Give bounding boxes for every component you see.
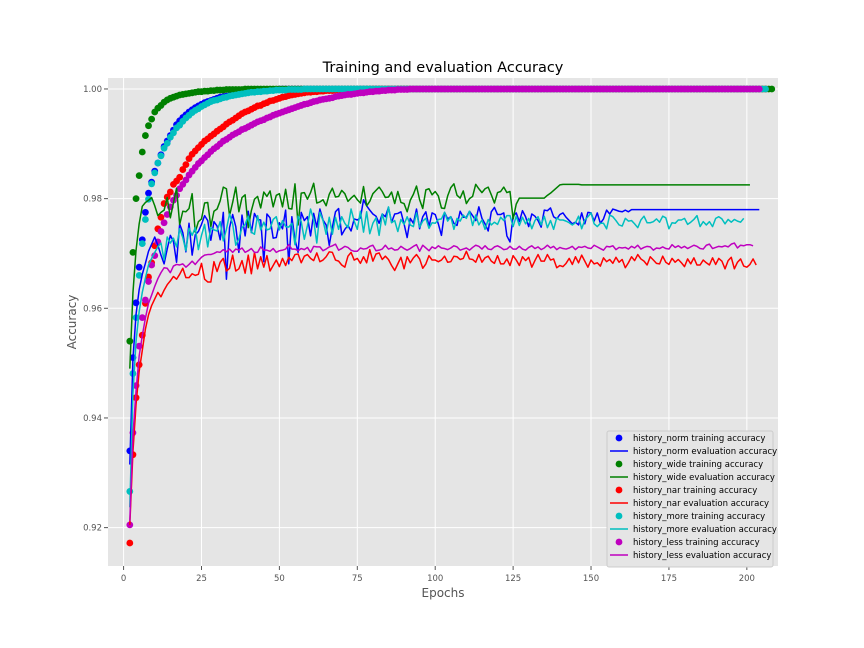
- y-tick-label: 1.00: [83, 85, 102, 95]
- evaluation-line: [129, 182, 750, 369]
- training-point: [170, 129, 177, 137]
- training-point: [154, 159, 162, 167]
- training-point: [135, 271, 143, 279]
- legend-label: history_nar evaluation accuracy: [633, 499, 769, 509]
- x-tick-label: 100: [427, 574, 443, 584]
- training-point: [762, 85, 769, 93]
- training-point: [160, 219, 168, 227]
- y-tick-label: 0.92: [83, 524, 102, 534]
- training-point: [132, 195, 140, 203]
- legend: history_norm training accuracy history_no…: [606, 430, 777, 568]
- legend-marker: [615, 460, 623, 468]
- x-tick-label: 75: [352, 574, 363, 584]
- training-point: [145, 278, 152, 285]
- evaluation-line: [129, 242, 754, 522]
- legend-label: history_more training accuracy: [633, 512, 765, 522]
- training-point: [163, 139, 171, 147]
- x-tick-label: 200: [739, 574, 755, 584]
- training-point: [126, 337, 134, 345]
- legend-label: history_less training accuracy: [633, 538, 760, 548]
- legend-marker: [615, 434, 623, 442]
- training-point: [151, 169, 159, 177]
- training-point: [157, 152, 165, 160]
- training-point: [755, 85, 763, 93]
- training-point: [138, 314, 146, 322]
- training-point: [145, 189, 152, 197]
- training-point: [142, 132, 149, 139]
- training-point: [148, 115, 156, 123]
- training-point: [148, 180, 156, 188]
- x-tick-label: 0: [121, 574, 126, 584]
- legend-marker: [615, 512, 623, 520]
- training-point: [135, 263, 143, 271]
- evaluation-line: [129, 248, 757, 525]
- legend-label: history_norm evaluation accuracy: [633, 447, 777, 457]
- training-point: [176, 173, 184, 181]
- training-point: [135, 172, 143, 180]
- legend-label: history_wide training accuracy: [633, 460, 763, 470]
- training-point: [160, 144, 168, 152]
- y-tick-label: 0.94: [83, 414, 102, 424]
- legend-box: [606, 430, 774, 568]
- legend-marker: [615, 486, 623, 494]
- chart-title: Training and evaluation Accuracy: [322, 60, 564, 76]
- training-point: [142, 296, 149, 304]
- y-axis-label: Accuracy: [65, 295, 79, 350]
- axis-ticks: 0 25 50 75 100 125 150 175 200 0.92 0.94 0.96 0.98 1.…: [83, 85, 755, 584]
- y-tick-label: 0.98: [83, 195, 102, 205]
- training-point: [142, 208, 149, 216]
- x-tick-label: 150: [583, 574, 599, 584]
- training-point: [182, 161, 190, 169]
- x-tick-label: 50: [274, 574, 285, 584]
- legend-label: history_norm training accuracy: [633, 434, 765, 444]
- x-axis-label: Epochs: [422, 586, 465, 600]
- training-point: [157, 228, 165, 235]
- training-point: [166, 188, 174, 196]
- training-point: [179, 166, 187, 173]
- legend-marker: [615, 538, 623, 546]
- training-point: [142, 216, 149, 223]
- y-tick-label: 0.96: [83, 304, 102, 314]
- training-point: [182, 176, 190, 184]
- legend-label: history_less evaluation accuracy: [633, 551, 771, 561]
- x-tick-label: 25: [196, 574, 207, 584]
- legend-label: history_wide evaluation accuracy: [633, 473, 775, 483]
- series-layer: [126, 85, 776, 547]
- training-point: [138, 148, 146, 156]
- training-point: [126, 539, 134, 547]
- legend-label: history_more evaluation accuracy: [633, 525, 777, 535]
- training-point: [138, 240, 146, 247]
- evaluation-line: [129, 206, 745, 508]
- legend-label: history_nar training accuracy: [633, 486, 757, 496]
- training-point: [145, 122, 152, 130]
- training-point: [129, 248, 137, 256]
- series-history-less-training: [126, 85, 763, 529]
- training-point: [768, 85, 776, 93]
- training-point: [157, 213, 165, 221]
- x-tick-label: 125: [505, 574, 521, 584]
- training-point: [151, 252, 159, 260]
- x-tick-label: 175: [661, 574, 677, 584]
